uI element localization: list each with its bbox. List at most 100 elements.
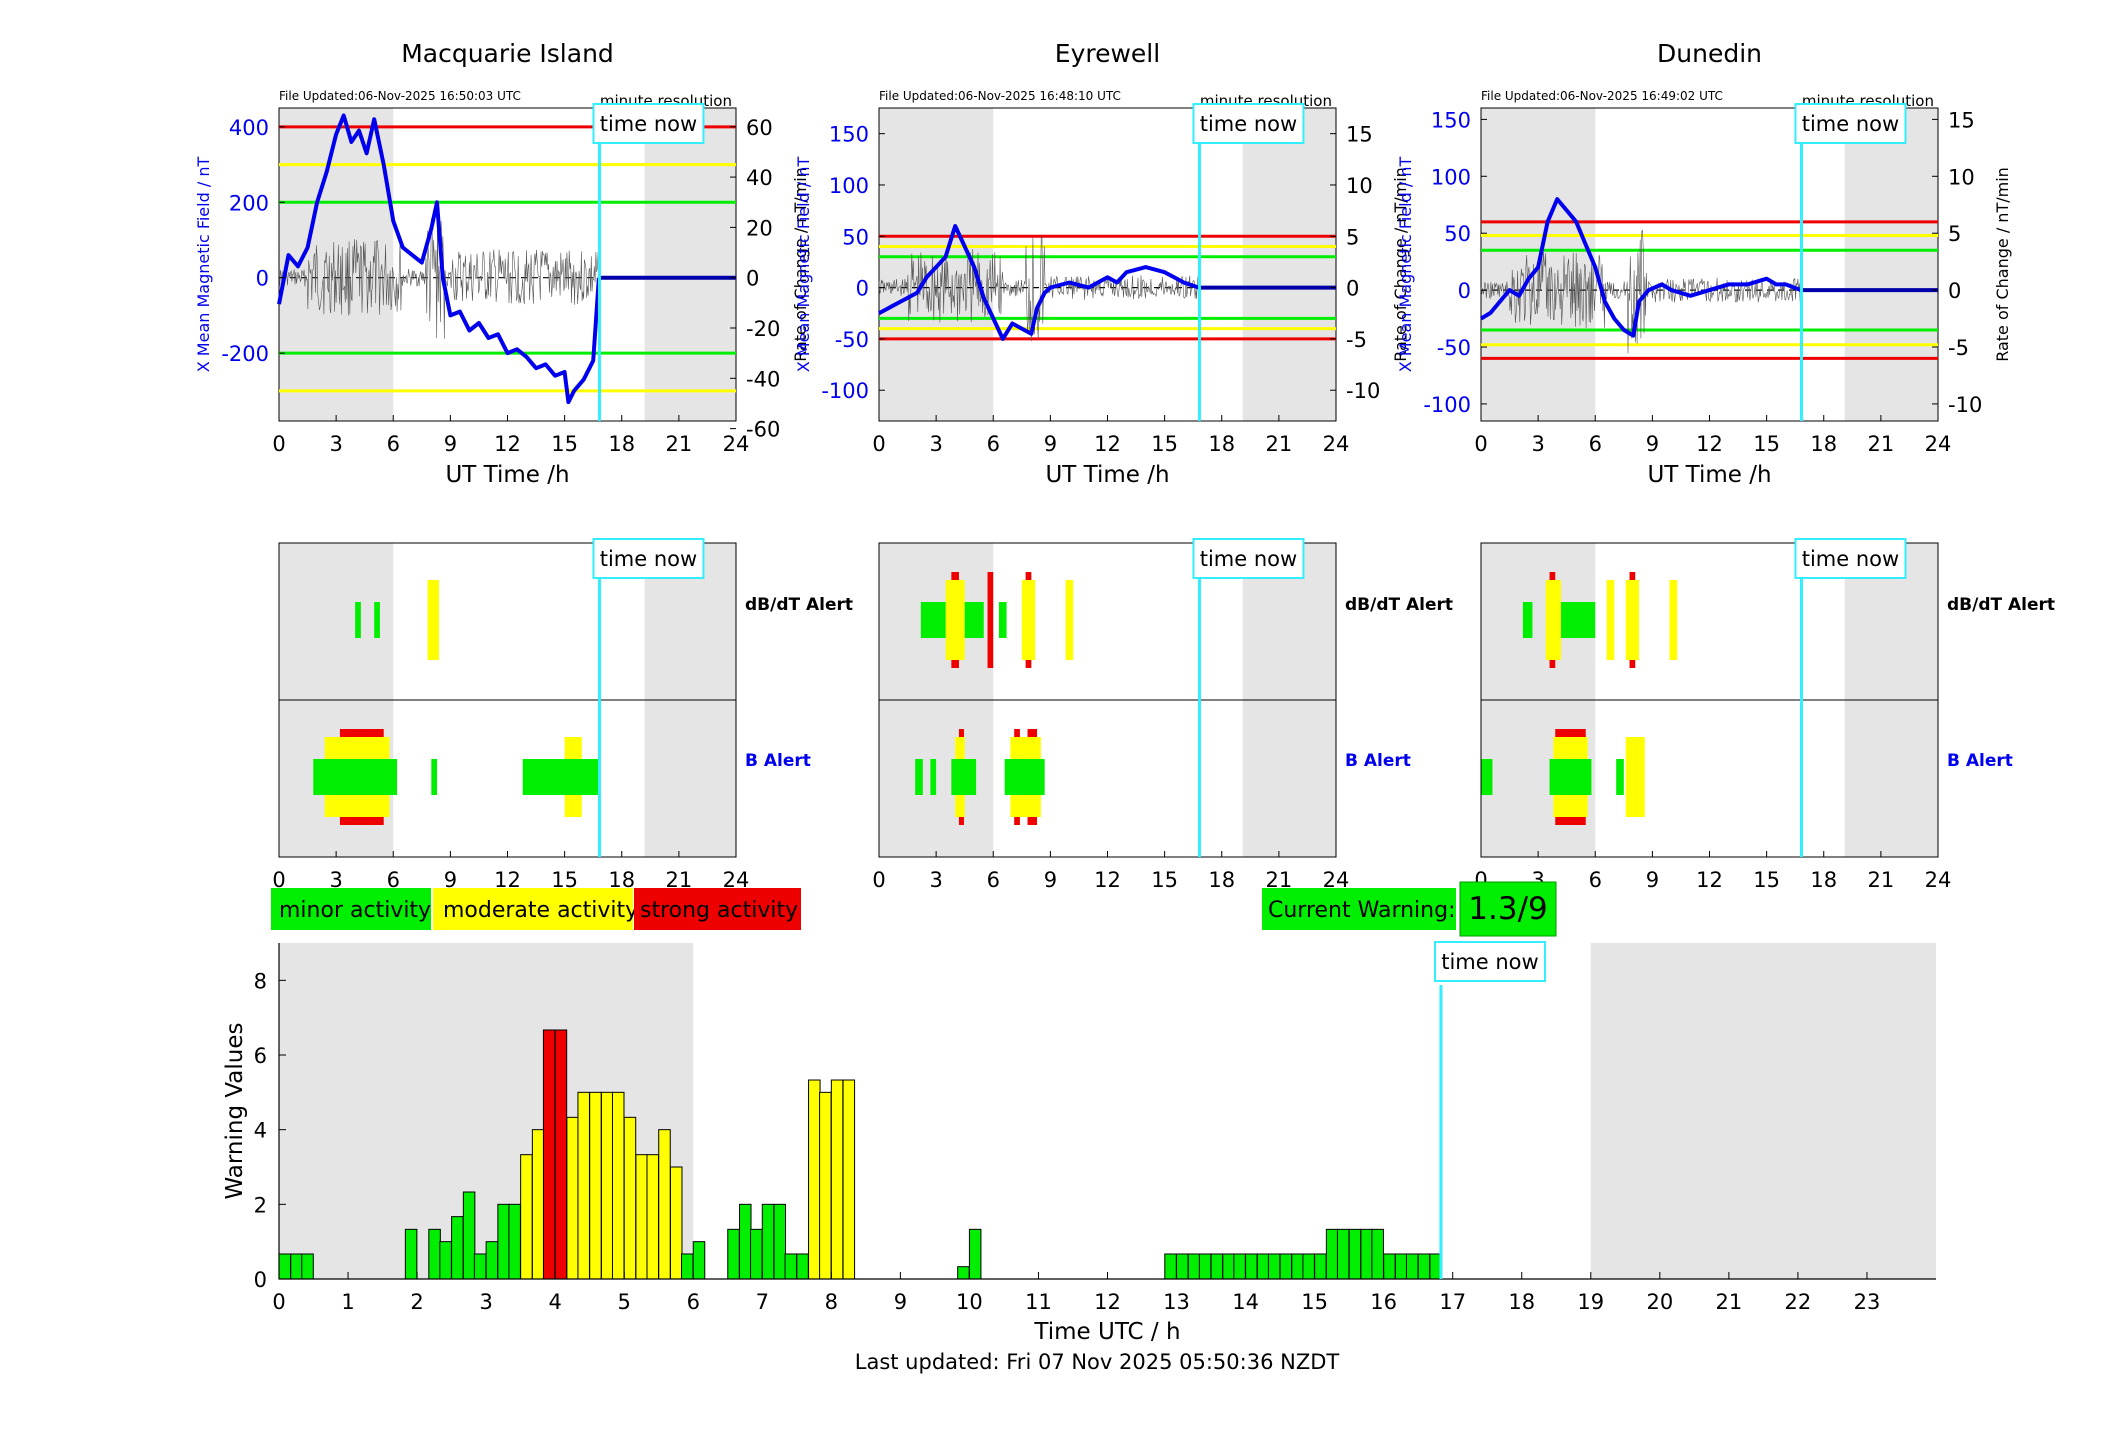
- right-tick-label: 5: [1346, 225, 1359, 249]
- dbdt-alert-segment-minor: [998, 602, 1007, 638]
- warning-bar: [727, 1228, 740, 1280]
- right-tick-label: 40: [746, 166, 773, 190]
- warning-bar: [428, 1228, 441, 1280]
- x-tick-label: 22: [1785, 1290, 1812, 1314]
- warning-bar: [784, 1253, 798, 1280]
- dbdt-alert-label: dB/dT Alert: [1947, 595, 2055, 615]
- b-alert-segment-moderate: [1625, 737, 1645, 817]
- x-axis-label: UT Time /h: [445, 462, 569, 488]
- left-tick-label: 100: [829, 174, 869, 198]
- time-now-label: time now: [1200, 547, 1297, 571]
- current-warning-value-box: [1459, 881, 1557, 937]
- time-now-label: time now: [600, 547, 697, 571]
- warning-bar: [1302, 1253, 1315, 1280]
- x-tick-label: 18: [1810, 868, 1837, 892]
- x-tick-label: 0: [872, 868, 885, 892]
- time-now-box: [1794, 103, 1907, 144]
- b-alert-segment-minor: [313, 759, 398, 795]
- warning-bar: [589, 1091, 602, 1280]
- warning-bar: [600, 1091, 614, 1280]
- right-tick-label: 60: [746, 116, 773, 140]
- warning-bar: [796, 1253, 809, 1280]
- warning-bar: [1336, 1228, 1350, 1280]
- file-updated: File Updated:06-Nov-2025 16:49:02 UTC: [1481, 89, 1723, 103]
- warning-bar: [611, 1091, 625, 1280]
- warning-bar: [692, 1241, 706, 1280]
- field-series-line: [277, 113, 601, 405]
- warning-bar: [1256, 1253, 1270, 1280]
- x-tick-label: 18: [1208, 868, 1235, 892]
- dbdt-alert-segment-moderate: [1606, 580, 1615, 660]
- warning-bar: [301, 1253, 314, 1280]
- warning-bar: [1245, 1253, 1258, 1280]
- right-axis-label: Rate of Change / nT/min: [791, 167, 810, 362]
- left-tick-label: 0: [1458, 279, 1471, 303]
- dbdt-alert-segment-moderate: [945, 580, 965, 660]
- right-tick-label: -40: [746, 367, 780, 391]
- x-tick-label: 3: [329, 432, 342, 456]
- b-alert-segment-minor: [915, 759, 923, 795]
- field-series-line: [1479, 197, 1802, 338]
- left-tick-label: -50: [1437, 336, 1471, 360]
- chart-x-axis-label: Time UTC / h: [1033, 1319, 1180, 1345]
- x-tick-label: 4: [548, 1290, 561, 1314]
- x-tick-label: 21: [1716, 1290, 1743, 1314]
- b-alert-segment-minor: [522, 759, 599, 795]
- right-tick-label: -10: [1948, 393, 1982, 417]
- warning-bar: [623, 1116, 637, 1280]
- y-tick-label: 4: [254, 1119, 267, 1143]
- left-axis-label: X Mean Magnetic Field / nT: [1396, 157, 1415, 373]
- station-panel-3: Dunedin File Updated:06-Nov-2025 16:49:02…: [1396, 39, 2012, 488]
- time-now-box: [1794, 538, 1907, 579]
- time-now-box: [592, 538, 705, 579]
- x-tick-label: 15: [1753, 432, 1780, 456]
- y-tick-label: 0: [254, 1268, 267, 1292]
- station-panel-1: Macquarie Island File Updated:06-Nov-2025…: [194, 39, 810, 488]
- right-tick-label: -5: [1948, 336, 1969, 360]
- warning-bar: [1360, 1228, 1373, 1280]
- b-alert-label: B Alert: [1345, 751, 1411, 771]
- y-tick-label: 8: [254, 969, 267, 993]
- x-tick-label: 17: [1439, 1290, 1466, 1314]
- x-tick-label: 18: [1208, 432, 1235, 456]
- dbdt-alert-segment-strong: [987, 572, 994, 668]
- dbdt-alert-segment-moderate: [1545, 580, 1561, 660]
- right-axis-label: Rate of Change / nT/min: [1993, 167, 2012, 362]
- x-tick-label: 12: [1094, 868, 1121, 892]
- b-alert-segment-minor: [951, 759, 977, 795]
- time-now-label: time now: [1441, 950, 1538, 974]
- x-tick-label: 6: [387, 868, 400, 892]
- right-tick-label: 0: [1346, 277, 1359, 301]
- current-warning: Current Warning: 1.3/9: [1262, 881, 1557, 937]
- x-tick-label: 15: [1151, 432, 1178, 456]
- night-shade: [1590, 943, 1936, 1279]
- x-tick-label: 0: [272, 868, 285, 892]
- x-tick-label: 9: [1044, 868, 1057, 892]
- x-tick-label: 10: [956, 1290, 983, 1314]
- x-tick-label: 8: [825, 1290, 838, 1314]
- warning-bar: [404, 1228, 418, 1280]
- dbdt-alert-segment-moderate: [1021, 580, 1036, 660]
- legend-strong-swatch: [634, 888, 801, 930]
- warning-bar: [485, 1241, 499, 1280]
- x-tick-label: 0: [272, 1290, 285, 1314]
- warning-bar: [1394, 1253, 1408, 1280]
- time-now-box: [1192, 103, 1305, 144]
- station-alert-panels: time now dB/dT Alert B Alert 0 3 6 9 12 15 18 21 24…: [272, 538, 2055, 892]
- x-tick-label: 6: [387, 432, 400, 456]
- dbdt-alert-label: dB/dT Alert: [745, 595, 853, 615]
- warning-bar: [1233, 1253, 1246, 1280]
- dbdt-alert-segment-minor: [1560, 602, 1596, 638]
- left-axis-label: X Mean Magnetic Field / nT: [794, 157, 813, 373]
- warning-bar: [1348, 1228, 1362, 1280]
- x-tick-label: 18: [608, 432, 635, 456]
- x-tick-label: 24: [1925, 868, 1952, 892]
- b-alert-label: B Alert: [745, 751, 811, 771]
- warning-bar: [554, 1029, 568, 1280]
- right-tick-label: 20: [746, 216, 773, 240]
- right-tick-label: -5: [1346, 328, 1367, 352]
- x-tick-label: 6: [687, 1290, 700, 1314]
- legend-moderate-label: moderate activity: [443, 898, 638, 923]
- x-tick-label: 3: [929, 868, 942, 892]
- x-tick-label: 6: [987, 868, 1000, 892]
